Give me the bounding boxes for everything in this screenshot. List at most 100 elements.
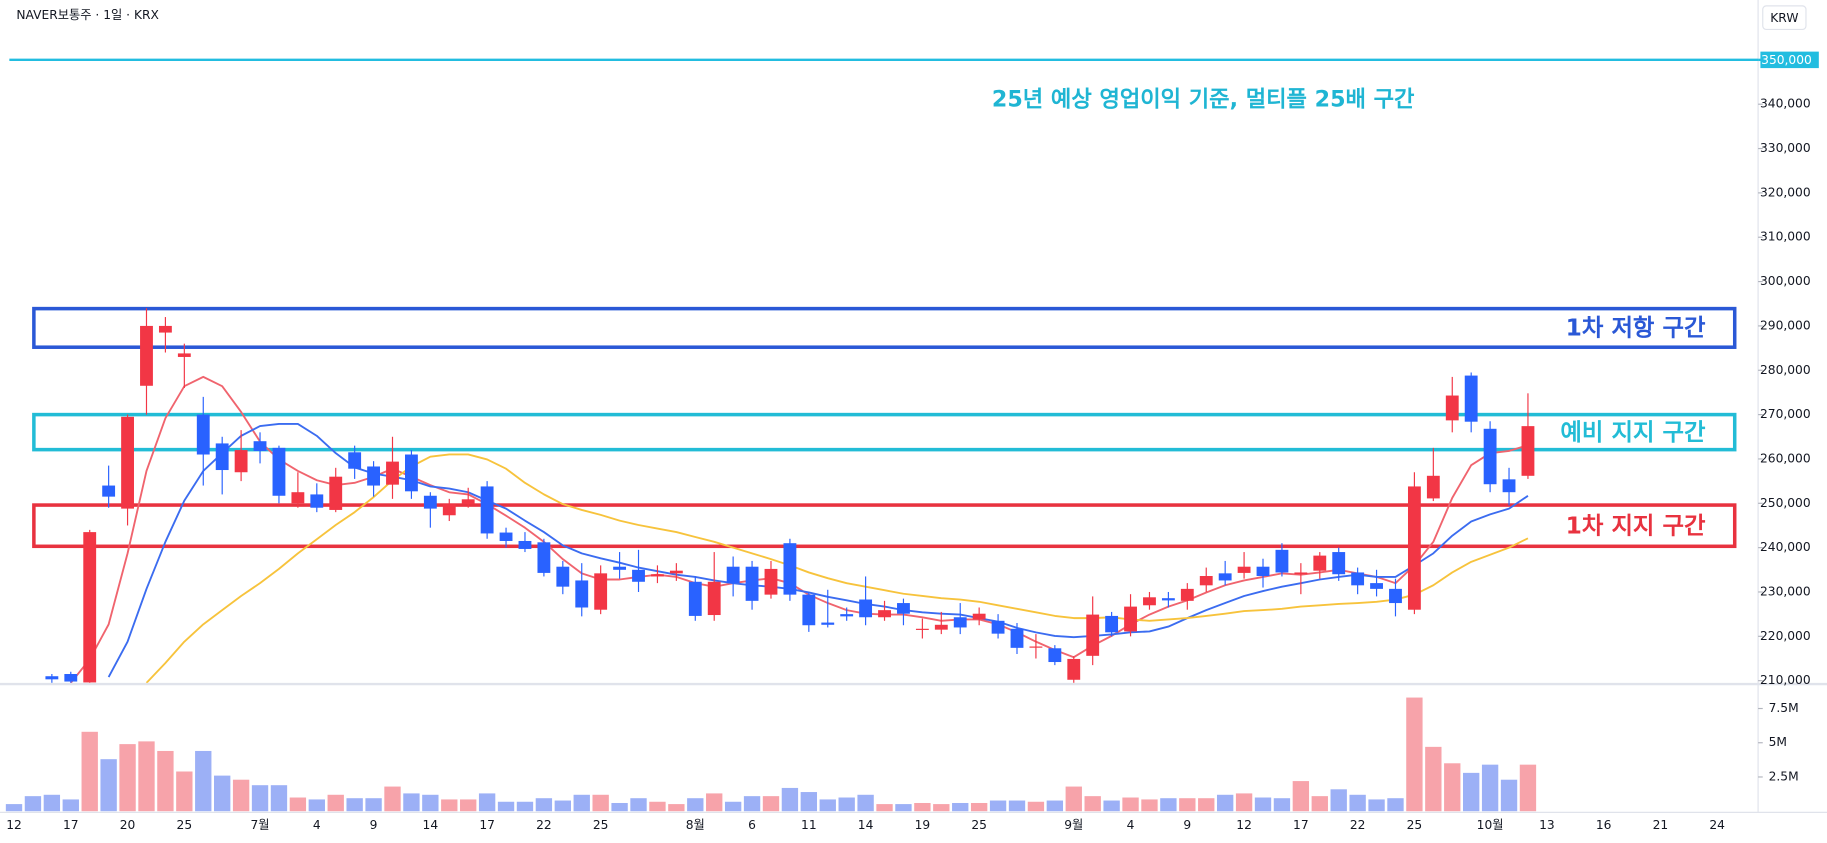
x-tick-label: 22 — [536, 818, 552, 832]
y-tick-label: 290,000 — [1760, 318, 1811, 332]
y-tick-label: 270,000 — [1760, 407, 1811, 421]
volume-bar — [781, 787, 799, 812]
candle-body — [367, 466, 381, 486]
volume-bar — [762, 796, 780, 812]
volume-bar — [119, 744, 136, 812]
volume-bar — [497, 801, 515, 812]
x-tick-label: 25 — [593, 818, 609, 832]
candle-body — [1180, 588, 1194, 601]
volume-bar — [1065, 786, 1082, 812]
candle-body — [234, 450, 248, 473]
candle-body — [158, 325, 172, 333]
x-tick-label: 21 — [1653, 818, 1669, 832]
candle-body — [972, 613, 986, 620]
candle-body — [934, 624, 948, 630]
candle-body — [348, 452, 362, 469]
candle-body — [518, 540, 532, 549]
x-tick-label: 9 — [1183, 818, 1191, 832]
x-tick-label: 22 — [1350, 818, 1366, 832]
volume-bar — [1235, 793, 1253, 812]
volume-bar — [1368, 799, 1385, 812]
candle-body — [1218, 573, 1232, 581]
volume-bar — [535, 798, 553, 812]
candle-body — [423, 495, 437, 509]
volume-bar — [876, 804, 893, 812]
candle-body — [1275, 549, 1289, 573]
volume-bar — [1198, 798, 1215, 812]
volume-bar — [478, 793, 496, 812]
volume-bar — [157, 750, 174, 812]
candle-body — [1161, 598, 1175, 601]
volume-bar — [914, 802, 931, 812]
x-tick-label: 11 — [801, 818, 817, 832]
x-tick-label: 12 — [6, 818, 22, 832]
candle-body — [556, 566, 570, 587]
zone-box — [32, 503, 1737, 549]
volume-bar — [403, 793, 420, 812]
volume-bar — [1027, 801, 1045, 812]
volume-bar — [24, 796, 42, 812]
candle-body — [859, 599, 873, 618]
volume-bar — [365, 798, 382, 812]
volume-bar — [516, 801, 534, 812]
volume-tick-label: 7.5M — [1769, 701, 1799, 715]
volume-bar — [649, 801, 666, 812]
volume-bar — [327, 794, 344, 812]
candle-body — [1143, 597, 1156, 606]
x-tick-label: 17 — [1293, 818, 1309, 832]
x-tick-label: 19 — [915, 818, 931, 832]
level-tag — [1760, 51, 1819, 69]
candle-body — [1313, 555, 1327, 571]
candle-body — [821, 622, 835, 625]
volume-bar — [687, 798, 704, 812]
volume-bar — [611, 802, 628, 812]
volume-bar — [270, 785, 288, 812]
candle-body — [405, 454, 418, 492]
volume-bar — [195, 750, 212, 812]
y-tick-label: 260,000 — [1760, 451, 1811, 465]
y-tick-label: 240,000 — [1760, 540, 1811, 554]
currency-button-label[interactable]: KRW — [1770, 11, 1798, 25]
candle-body — [878, 610, 891, 618]
candle-body — [310, 494, 324, 508]
volume-bar — [1330, 789, 1347, 812]
candle-body — [802, 594, 816, 626]
volume-bar — [1481, 764, 1499, 812]
x-tick-label: 14 — [858, 818, 874, 832]
symbol-header: NAVER보통주 · 1일 · KRX — [16, 8, 159, 22]
volume-bar — [573, 794, 590, 812]
currency-button-frame[interactable] — [1762, 5, 1807, 31]
volume-bar — [62, 799, 79, 812]
volume-bar — [289, 797, 307, 812]
candle-body — [594, 573, 608, 610]
y-tick-label: 340,000 — [1760, 97, 1811, 111]
candle-body — [915, 628, 929, 630]
x-tick-label: 16 — [1596, 818, 1612, 832]
volume-bar — [895, 804, 912, 812]
x-tick-label: 25 — [1407, 818, 1423, 832]
moving-average-line — [70, 375, 1529, 683]
candle-body — [461, 499, 475, 505]
volume-bar — [630, 798, 647, 812]
volume-bar — [1444, 763, 1461, 812]
volume-bar — [819, 799, 836, 812]
y-tick-label: 320,000 — [1760, 185, 1811, 199]
x-tick-label: 20 — [120, 818, 136, 832]
x-tick-label: 24 — [1709, 818, 1725, 832]
candle-body — [726, 566, 740, 584]
candle-body — [329, 476, 343, 510]
volume-bar — [1519, 764, 1537, 812]
currency-button[interactable]: KRW — [1762, 5, 1807, 31]
volume-bar — [5, 804, 23, 812]
volume-bar — [1084, 796, 1101, 812]
candle-body — [991, 620, 1005, 634]
candle-body — [897, 603, 910, 614]
candle-body — [707, 581, 721, 616]
candle-body — [632, 569, 645, 582]
volume-bar — [1254, 797, 1272, 812]
volume-bar — [933, 804, 950, 812]
candle-body — [1483, 428, 1497, 485]
volume-bar — [800, 792, 818, 812]
